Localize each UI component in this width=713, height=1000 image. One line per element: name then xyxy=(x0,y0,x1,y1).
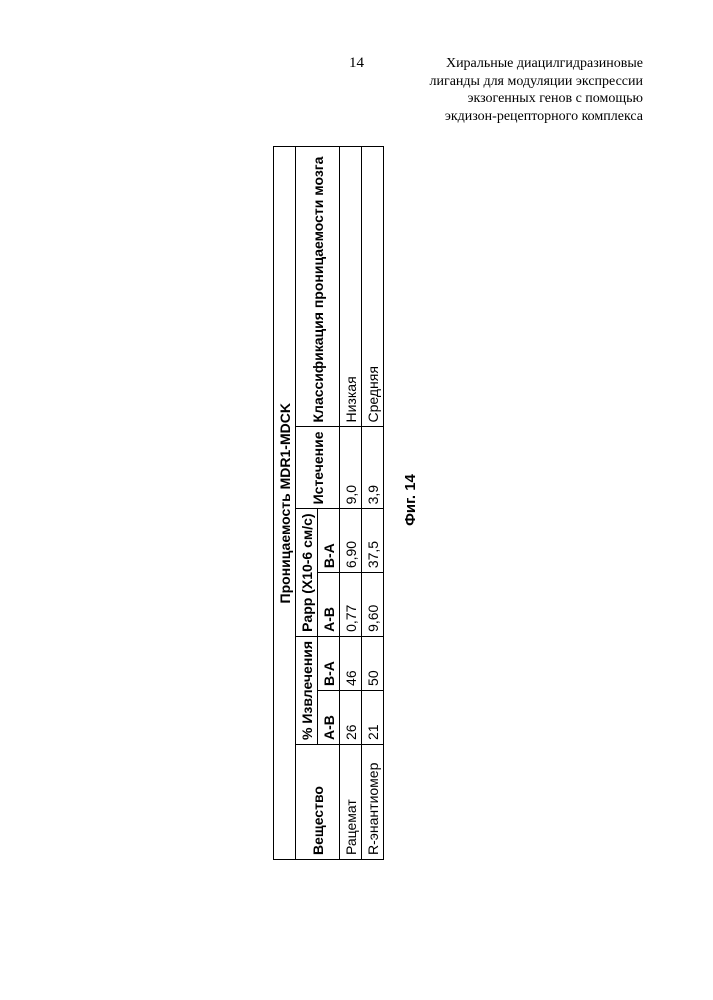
cell-recovery-ab: 21 xyxy=(362,690,384,744)
cell-recovery-ba: 46 xyxy=(340,636,362,690)
header-papp-ab: A-B xyxy=(318,573,340,637)
cell-papp-ba: 37,5 xyxy=(362,509,384,573)
data-table: Проницаемость MDR1-MDCK Вещество % Извле… xyxy=(273,147,384,861)
cell-substance: R-энантиомер xyxy=(362,745,384,860)
table-row: Рацемат 26 46 0,77 6,90 9,0 Низкая xyxy=(340,147,362,860)
figure-caption: Фиг. 14 xyxy=(402,474,419,526)
header-recovery: % Извлечения xyxy=(296,636,318,744)
cell-classification: Низкая xyxy=(340,147,362,427)
table-title-row: Проницаемость MDR1-MDCK xyxy=(274,147,296,860)
cell-efflux: 9,0 xyxy=(340,427,362,509)
header-line-2: лиганды для модуляции экспрессии xyxy=(429,73,643,91)
header-line-3: экзогенных генов с помощью xyxy=(429,90,643,108)
header-line-4: экдизон-рецепторного комплекса xyxy=(429,108,643,126)
table-row: R-энантиомер 21 50 9,60 37,5 3,9 Средняя xyxy=(362,147,384,860)
header-substance: Вещество xyxy=(296,745,340,860)
table-title: Проницаемость MDR1-MDCK xyxy=(274,147,296,860)
header-line-1: Хиральные диацилгидразиновые xyxy=(429,55,643,73)
header-recovery-ba: B-A xyxy=(318,636,340,690)
cell-papp-ab: 9,60 xyxy=(362,573,384,637)
page: 14 Хиральные диацилгидразиновые лиганды … xyxy=(0,0,713,1000)
cell-recovery-ab: 26 xyxy=(340,690,362,744)
cell-classification: Средняя xyxy=(362,147,384,427)
header-efflux: Истечение xyxy=(296,427,340,509)
header-classification: Классификация проницаемости мозга xyxy=(296,147,340,427)
cell-efflux: 3,9 xyxy=(362,427,384,509)
rotated-table-container: Проницаемость MDR1-MDCK Вещество % Извле… xyxy=(273,140,419,860)
cell-recovery-ba: 50 xyxy=(362,636,384,690)
cell-substance: Рацемат xyxy=(340,745,362,860)
header-text: Хиральные диацилгидразиновые лиганды для… xyxy=(429,55,643,125)
header-papp: Papp (X10-6 см/с) xyxy=(296,509,318,637)
cell-papp-ab: 0,77 xyxy=(340,573,362,637)
header-recovery-ab: A-B xyxy=(318,690,340,744)
header-papp-ba: B-A xyxy=(318,509,340,573)
table-block: Проницаемость MDR1-MDCK Вещество % Извле… xyxy=(273,140,419,860)
cell-papp-ba: 6,90 xyxy=(340,509,362,573)
table-header-row-1: Вещество % Извлечения Papp (X10-6 см/с) … xyxy=(296,147,318,860)
